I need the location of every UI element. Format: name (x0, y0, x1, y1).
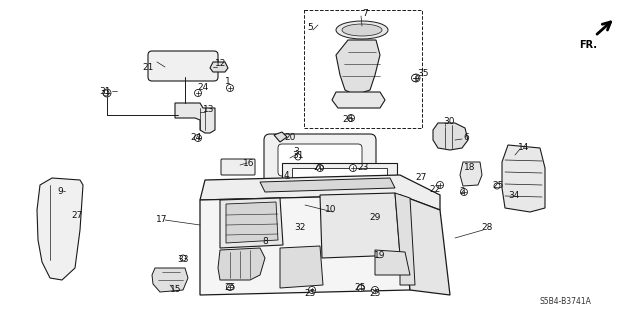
Circle shape (180, 255, 186, 261)
Circle shape (195, 135, 202, 142)
Polygon shape (210, 62, 228, 72)
Polygon shape (226, 202, 278, 243)
Circle shape (195, 90, 202, 97)
Polygon shape (460, 162, 482, 186)
Polygon shape (332, 92, 385, 108)
Text: 20: 20 (284, 132, 296, 142)
Text: 35: 35 (417, 69, 429, 78)
Circle shape (103, 89, 111, 97)
Text: 13: 13 (204, 106, 215, 115)
Circle shape (371, 286, 378, 293)
Circle shape (227, 284, 234, 291)
Circle shape (412, 75, 419, 81)
Text: 25: 25 (369, 288, 381, 298)
Text: 9: 9 (57, 188, 63, 197)
Circle shape (494, 183, 500, 189)
Text: 27: 27 (71, 211, 83, 219)
Polygon shape (200, 195, 410, 295)
Polygon shape (395, 193, 415, 285)
Ellipse shape (336, 21, 388, 39)
Circle shape (308, 286, 316, 293)
Bar (282, 163, 397, 195)
Polygon shape (200, 175, 440, 210)
Text: 33: 33 (177, 255, 189, 263)
Text: 19: 19 (374, 251, 386, 261)
Text: 17: 17 (156, 216, 168, 225)
FancyBboxPatch shape (221, 159, 255, 175)
Circle shape (349, 165, 356, 172)
Bar (292, 168, 387, 190)
FancyBboxPatch shape (264, 134, 376, 186)
Text: 28: 28 (481, 224, 493, 233)
Text: 31: 31 (292, 151, 304, 160)
Bar (304, 10, 422, 128)
Text: 23: 23 (357, 164, 369, 173)
Text: 26: 26 (314, 164, 324, 173)
Text: FR.: FR. (579, 40, 597, 50)
Text: 24: 24 (190, 133, 202, 143)
Text: 32: 32 (294, 224, 306, 233)
Text: 15: 15 (170, 285, 182, 293)
Circle shape (227, 85, 234, 92)
Ellipse shape (342, 24, 382, 36)
Text: 2: 2 (459, 188, 465, 197)
Polygon shape (320, 193, 400, 258)
Text: 8: 8 (262, 238, 268, 247)
Polygon shape (274, 132, 287, 142)
Text: 3: 3 (293, 147, 299, 157)
Text: 12: 12 (215, 58, 227, 68)
Circle shape (358, 285, 365, 292)
Text: 29: 29 (369, 213, 381, 222)
Polygon shape (280, 246, 323, 288)
Polygon shape (218, 248, 265, 280)
Polygon shape (375, 250, 410, 275)
Text: 4: 4 (283, 172, 289, 181)
Polygon shape (220, 198, 283, 248)
Text: 25: 25 (304, 288, 316, 298)
Polygon shape (175, 103, 215, 133)
Polygon shape (433, 123, 468, 150)
Text: 14: 14 (518, 143, 530, 152)
Text: 27: 27 (415, 174, 427, 182)
Polygon shape (152, 268, 188, 292)
Text: 18: 18 (464, 164, 476, 173)
Circle shape (412, 74, 420, 82)
Text: 1: 1 (225, 78, 231, 86)
Text: S5B4-B3741A: S5B4-B3741A (539, 298, 591, 307)
FancyBboxPatch shape (148, 51, 218, 81)
Text: 25: 25 (355, 284, 365, 293)
Text: 31: 31 (99, 86, 111, 95)
Text: 21: 21 (142, 63, 154, 72)
Polygon shape (37, 178, 83, 280)
Circle shape (317, 165, 323, 172)
Text: 24: 24 (197, 83, 209, 92)
Text: 6: 6 (463, 132, 469, 142)
Circle shape (103, 90, 109, 96)
Circle shape (295, 154, 301, 160)
Text: 26: 26 (342, 115, 354, 124)
Text: 30: 30 (444, 117, 455, 127)
Circle shape (348, 115, 355, 122)
Text: 5: 5 (307, 24, 313, 33)
Text: 25: 25 (224, 283, 236, 292)
Polygon shape (502, 145, 545, 212)
Circle shape (461, 189, 467, 196)
Text: 16: 16 (243, 159, 255, 167)
Polygon shape (400, 195, 450, 295)
Circle shape (436, 182, 444, 189)
Text: 10: 10 (325, 205, 337, 214)
Text: 25: 25 (492, 181, 504, 189)
Text: 22: 22 (429, 186, 440, 195)
Polygon shape (260, 178, 395, 192)
FancyBboxPatch shape (278, 144, 362, 176)
Text: 34: 34 (508, 191, 520, 201)
Text: 7: 7 (362, 10, 368, 19)
Polygon shape (336, 40, 380, 95)
